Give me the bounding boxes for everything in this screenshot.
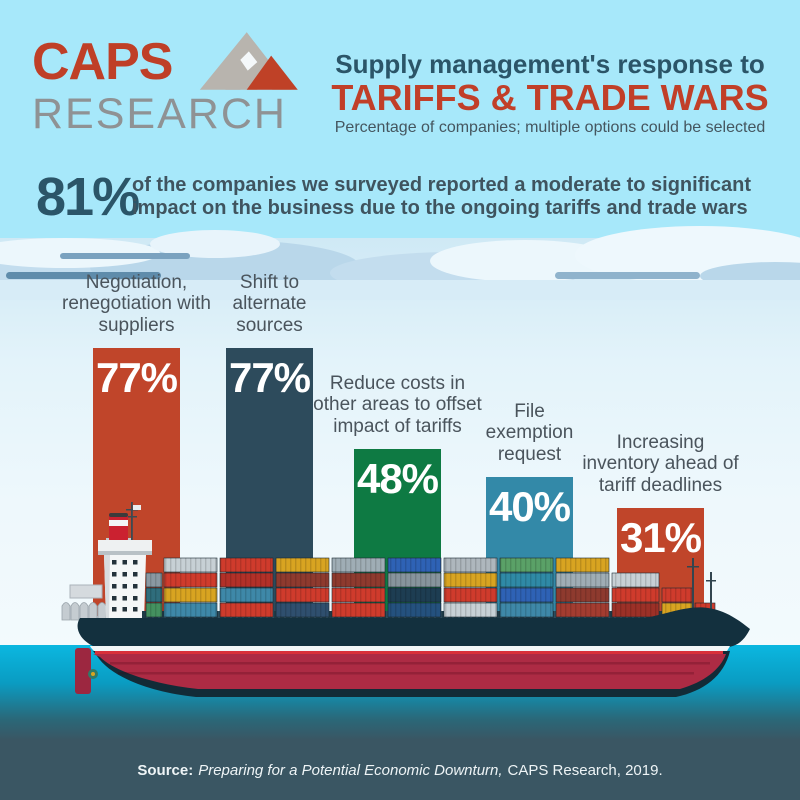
bar-value-label: 40%	[488, 483, 571, 530]
highlight-stat-value: 81%	[36, 167, 140, 227]
bar-category-label: Increasing inventory ahead of tariff dea…	[582, 431, 739, 496]
sky-background	[0, 0, 800, 240]
logo-research-text: RESEARCH	[32, 90, 287, 138]
ship-bow-masts	[687, 558, 716, 616]
highlight-stat-text: of the companies we surveyed reported a …	[132, 174, 752, 219]
ship-hull	[77, 607, 750, 697]
cloud-shadow-streak	[555, 272, 700, 279]
bar-category-label: Reduce costs in other areas to offset im…	[313, 372, 482, 437]
cargo-containers	[145, 557, 716, 618]
ship-mast	[126, 502, 141, 542]
cloud-band-base	[0, 280, 800, 300]
mountain-icon	[199, 32, 298, 90]
page-title: Supply management's response to	[335, 49, 765, 79]
bar-category-label: Negotiation, renegotiation with supplier…	[62, 271, 211, 336]
cargo-ship-illustration	[61, 502, 750, 697]
ship-stern-deckhouse	[61, 584, 107, 621]
ship-rudder	[75, 648, 98, 694]
cloud-shadow-streak	[60, 253, 190, 259]
bar-value-label: 31%	[619, 514, 702, 561]
bar-category-label: File exemption request	[485, 400, 574, 465]
page-title-emphasis: TARIFFS & TRADE WARS	[331, 76, 769, 118]
page-subtitle: Percentage of companies; multiple option…	[334, 119, 766, 137]
footer-band: Source: Preparing for a Potential Economi…	[0, 740, 800, 800]
source-title: Preparing for a Potential Economic Downt…	[198, 762, 503, 779]
bar-value-label: 77%	[95, 354, 178, 401]
source-citation: Source: Preparing for a Potential Economi…	[0, 762, 800, 779]
bar-value-label: 77%	[228, 354, 311, 401]
logo-caps-text: CAPS	[32, 33, 173, 91]
ship-funnel	[106, 513, 131, 544]
cloud-shadow-streak	[6, 272, 161, 279]
bar-category-label: Shift to alternate sources	[232, 271, 307, 336]
source-suffix: CAPS Research, 2019.	[507, 762, 663, 779]
header-titles: Supply management's response to TARIFFS …	[312, 50, 788, 137]
bar-value-label: 48%	[356, 455, 439, 502]
ship-superstructure	[98, 540, 152, 620]
source-label: Source:	[137, 762, 194, 779]
caps-research-logo: CAPS RESEARCH	[32, 32, 322, 144]
